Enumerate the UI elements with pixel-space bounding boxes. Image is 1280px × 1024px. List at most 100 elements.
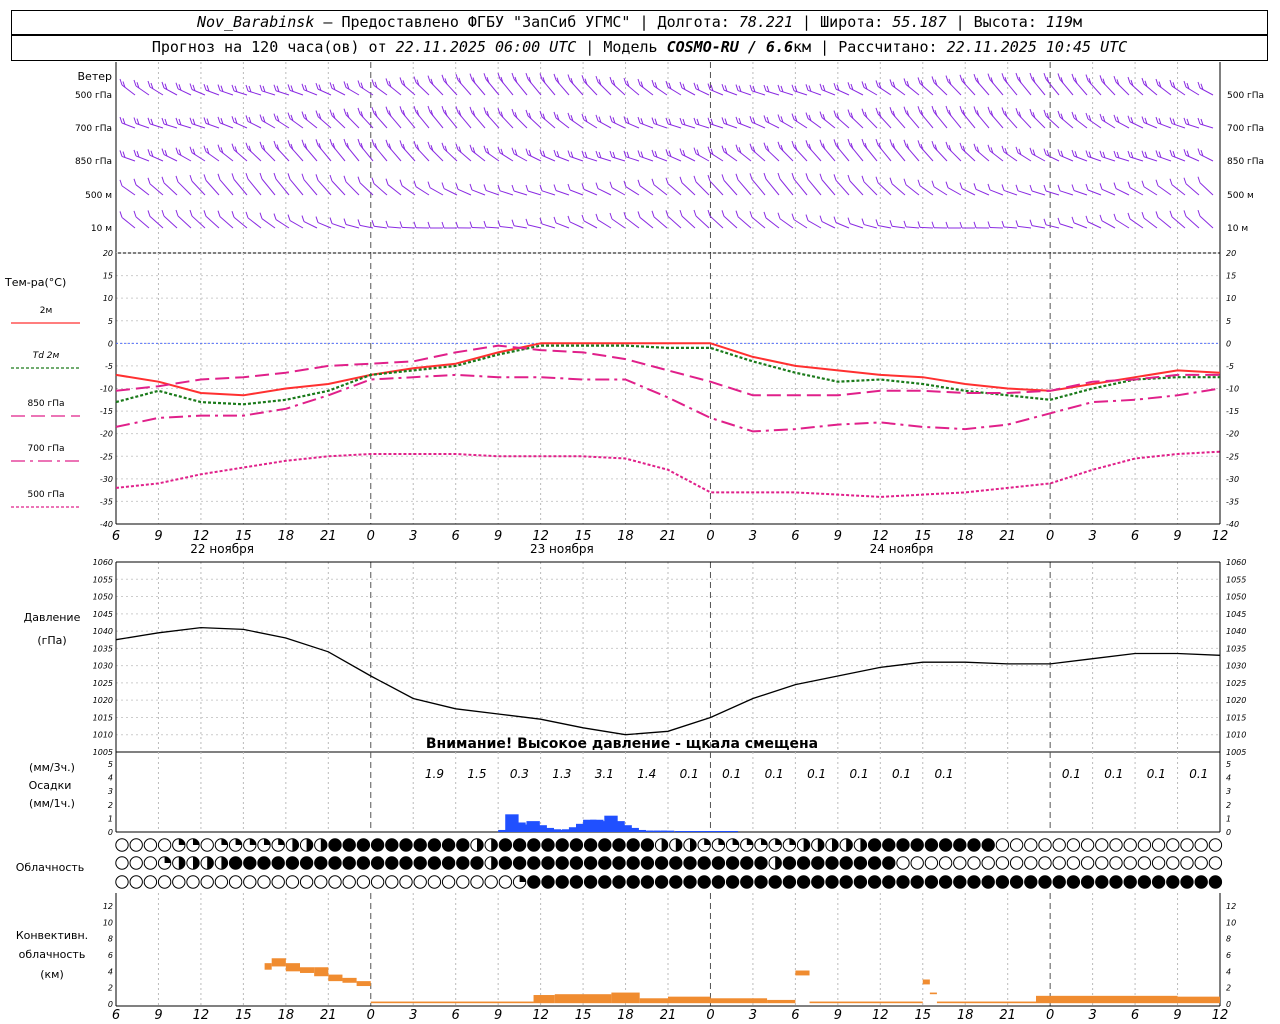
wind-barb-flag <box>626 117 630 124</box>
wind-barb-flag <box>1015 146 1019 154</box>
wind-barb-flag <box>136 118 140 125</box>
wind-barb-flag <box>301 83 305 90</box>
wind-barb-flag <box>920 110 924 117</box>
series-line-2 <box>115 344 1220 397</box>
hour-tick-label: 3 <box>1088 529 1096 544</box>
wind-barb <box>751 216 766 229</box>
wind-barb <box>373 145 388 162</box>
wind-barb <box>527 224 542 229</box>
wind-barb-flag <box>318 113 322 120</box>
conv-bar <box>611 992 640 1004</box>
wind-barb-flag <box>609 76 613 84</box>
wind-barb-flag <box>623 180 627 187</box>
wind-barb <box>1143 217 1158 229</box>
wind-barb-flag <box>626 80 630 87</box>
wind-barb-flag <box>878 82 882 89</box>
cloud-symbol <box>782 856 797 870</box>
wind-barb-flag <box>486 147 490 155</box>
cloud-symbol <box>314 875 328 889</box>
hour-tick-label: 12 <box>532 529 549 544</box>
wind-barb <box>387 112 402 129</box>
cloud-symbol <box>953 838 967 852</box>
wind-barb <box>1045 154 1060 162</box>
wind-barb-flag <box>206 147 210 155</box>
wind-barb <box>835 179 850 196</box>
wind-barb-flag <box>794 85 798 92</box>
wind-barb <box>359 224 374 229</box>
wind-barb-flag <box>539 184 543 191</box>
wind-barb-flag <box>1141 150 1145 157</box>
cloud-symbol <box>1208 838 1223 852</box>
temp-legend-label: 2м <box>40 306 53 316</box>
wind-barb <box>695 123 710 129</box>
wind-barb <box>765 120 780 129</box>
wind-barb-flag <box>472 77 476 84</box>
wind-barb <box>751 121 766 129</box>
wind-barb <box>149 216 164 229</box>
wind-barb <box>1073 155 1088 162</box>
pressure-tick-left: 1005 <box>93 748 113 757</box>
wind-barb-flag <box>584 151 588 159</box>
cloud-symbol-fill <box>193 838 200 845</box>
wind-barb-flag <box>637 116 641 124</box>
conv-bar <box>300 967 315 973</box>
wind-barb-flag <box>1057 110 1061 118</box>
wind-barb <box>583 156 598 162</box>
wind-barb <box>457 79 472 96</box>
cloud-symbol <box>257 856 271 870</box>
wind-barb-flag <box>1046 112 1050 120</box>
wind-barb-flag <box>1071 216 1075 224</box>
wind-barb-flag <box>612 79 616 87</box>
wind-barb <box>863 181 878 196</box>
lon-value: 78.221 <box>738 13 794 31</box>
wind-barb-flag <box>332 83 336 91</box>
wind-barb <box>457 188 472 196</box>
wind-barb-flag <box>1113 213 1117 221</box>
wind-barb <box>1143 156 1158 162</box>
wind-barb-flag <box>553 216 557 224</box>
precip-total: 0.1 <box>1189 767 1208 781</box>
wind-barb-flag <box>976 77 980 85</box>
wind-barb <box>415 82 430 96</box>
precip-total: 1.3 <box>552 767 571 781</box>
hour-tick-label: 3 <box>1088 1008 1096 1023</box>
wind-barb-flag <box>217 84 221 91</box>
cloud-symbol <box>498 875 513 889</box>
precip-bar <box>717 831 731 832</box>
temp-tick-right: 10 <box>1226 294 1236 303</box>
wind-barb-flag <box>833 139 837 146</box>
wind-barb <box>191 215 206 229</box>
pressure-tick-right: 1040 <box>1226 627 1246 636</box>
wind-barb <box>555 155 570 162</box>
wind-barb <box>891 85 906 96</box>
wind-barb <box>709 89 724 96</box>
wind-barb-flag <box>763 172 767 180</box>
wind-barb <box>891 145 906 162</box>
wind-barb <box>891 112 906 129</box>
wind-barb <box>765 217 780 229</box>
wind-barb <box>779 120 794 129</box>
wind-barb <box>905 145 920 162</box>
cloud-symbol <box>115 856 129 870</box>
wind-barb-flag <box>1085 183 1089 191</box>
wind-barb-flag <box>1158 118 1162 125</box>
wind-barb-flag <box>570 77 574 85</box>
cloud-symbol <box>1080 838 1095 852</box>
wind-barb-flag <box>455 183 459 190</box>
wind-barb-flag <box>203 83 207 91</box>
wind-barb-flag <box>217 210 221 217</box>
wind-barb-flag <box>1155 211 1159 218</box>
wind-barb-flag <box>990 110 994 117</box>
wind-barb-flag <box>612 117 616 124</box>
precip-bar <box>639 830 654 832</box>
precip-total: 1.5 <box>467 767 486 781</box>
cloud-symbol <box>385 875 399 889</box>
wind-barb-flag <box>402 80 406 87</box>
hour-tick-label: 9 <box>494 1008 502 1023</box>
wind-barb <box>751 149 766 162</box>
pressure-tick-left: 1030 <box>93 662 113 671</box>
cloud-symbol <box>981 856 995 870</box>
cloud-symbol <box>1066 838 1081 852</box>
conv-tick-left: 10 <box>103 918 113 927</box>
wind-barb-flag <box>1183 210 1187 217</box>
